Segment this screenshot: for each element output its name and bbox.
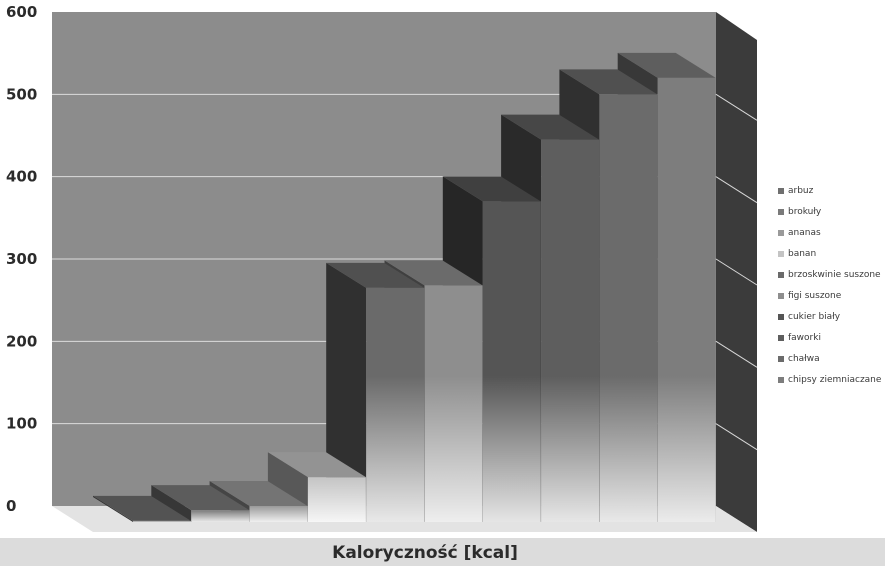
legend-item: cukier biały <box>778 306 883 327</box>
side-gridline <box>715 176 758 204</box>
y-axis-ticks: 0 100 200 300 400 500 600 <box>6 3 37 515</box>
legend-item: chałwa <box>778 348 883 369</box>
legend-item: brokuły <box>778 201 883 222</box>
legend-swatch <box>778 376 784 383</box>
bars <box>93 52 716 522</box>
legend-label: chipsy ziemniaczane <box>788 374 882 385</box>
y-tick-label: 400 <box>6 168 37 186</box>
bar-brokuły <box>151 485 250 522</box>
legend-label: cukier biały <box>788 311 841 322</box>
legend: arbuz brokuły ananas banan brzoskwinie suszo… <box>778 180 883 390</box>
bar-reflection <box>366 376 425 522</box>
y-tick-label: 500 <box>6 85 37 103</box>
x-axis-title: Kaloryczność [kcal] <box>332 543 518 563</box>
bar-top-face <box>501 114 600 140</box>
legend-swatch <box>778 187 784 194</box>
y-tick-label: 100 <box>6 415 37 433</box>
bar-reflection <box>599 376 658 522</box>
bar-side-face <box>93 495 133 522</box>
legend-label: banan <box>788 248 817 259</box>
legend-label: ananas <box>788 227 821 238</box>
y-tick-label: 0 <box>6 497 16 515</box>
legend-swatch <box>778 250 784 257</box>
legend-item: ananas <box>778 222 883 243</box>
bar-reflection <box>191 510 250 522</box>
legend-swatch <box>778 292 784 299</box>
x-axis-band <box>0 538 885 566</box>
bar-top-face <box>93 495 191 521</box>
legend-label: arbuz <box>788 185 814 196</box>
legend-label: figi suszone <box>788 290 842 301</box>
legend-swatch <box>778 208 784 215</box>
bar-reflection <box>424 376 483 522</box>
side-gridline <box>715 93 758 121</box>
bar-top-face <box>442 176 541 202</box>
bar-reflection <box>249 506 308 522</box>
bar-ananas <box>209 481 308 522</box>
y-tick-label: 200 <box>6 332 37 350</box>
bar-top-face <box>384 260 483 286</box>
side-gridline <box>715 340 758 368</box>
side-gridline <box>715 423 758 451</box>
legend-swatch <box>778 229 784 236</box>
legend-item: banan <box>778 243 883 264</box>
legend-swatch <box>778 271 784 278</box>
legend-label: brzoskwinie suszone <box>788 269 881 280</box>
y-tick-label: 300 <box>6 250 37 268</box>
bar-reflection <box>657 376 716 522</box>
bar-top-face <box>209 481 308 506</box>
legend-item: chipsy ziemniaczane <box>778 369 883 390</box>
bar-top-face <box>267 452 366 478</box>
bar-top-face <box>326 262 425 288</box>
legend-item: brzoskwinie suszone <box>778 264 883 285</box>
bar-side-face <box>151 485 192 522</box>
bar-arbuz <box>93 495 191 522</box>
bar-reflection <box>541 376 600 522</box>
bar-reflection <box>307 477 366 522</box>
bar-top-face <box>617 52 716 78</box>
bar-top-face <box>151 485 250 511</box>
bar-brzoskwinie-suszone <box>326 262 425 522</box>
legend-item: figi suszone <box>778 285 883 306</box>
bar-reflection <box>133 520 191 522</box>
bar-side-face <box>326 262 367 522</box>
side-gridline <box>715 258 758 286</box>
legend-label: faworki <box>788 332 821 343</box>
bar-reflection <box>482 376 541 522</box>
legend-swatch <box>778 355 784 362</box>
legend-item: faworki <box>778 327 883 348</box>
y-tick-label: 600 <box>6 3 37 21</box>
legend-item: arbuz <box>778 180 883 201</box>
legend-swatch <box>778 313 784 320</box>
legend-label: chałwa <box>788 353 820 364</box>
bar-top-face <box>559 69 658 95</box>
legend-swatch <box>778 334 784 341</box>
legend-label: brokuły <box>788 206 822 217</box>
